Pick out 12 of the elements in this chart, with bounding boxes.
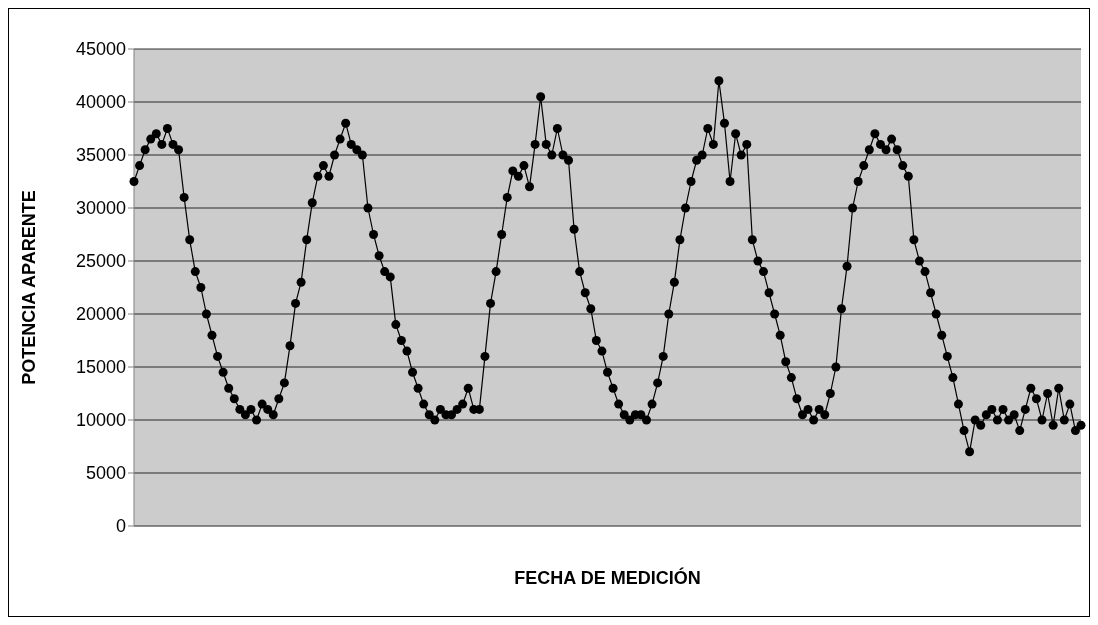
- y-tick-label: 40000: [75, 92, 126, 113]
- y-tick-label: 30000: [75, 198, 126, 219]
- y-tick-label: 5000: [85, 463, 126, 484]
- y-axis-title: POTENCIA APARENTE: [19, 190, 40, 385]
- y-tick-label: 25000: [75, 251, 126, 272]
- y-tick-label: 10000: [75, 410, 126, 431]
- y-tick-label: 35000: [75, 145, 126, 166]
- y-tick-label: 15000: [75, 357, 126, 378]
- y-tick-label: 0: [115, 516, 126, 537]
- y-tick-label: 45000: [75, 39, 126, 60]
- y-tick-label: 20000: [75, 304, 126, 325]
- x-axis-title: FECHA DE MEDICIÓN: [514, 567, 701, 588]
